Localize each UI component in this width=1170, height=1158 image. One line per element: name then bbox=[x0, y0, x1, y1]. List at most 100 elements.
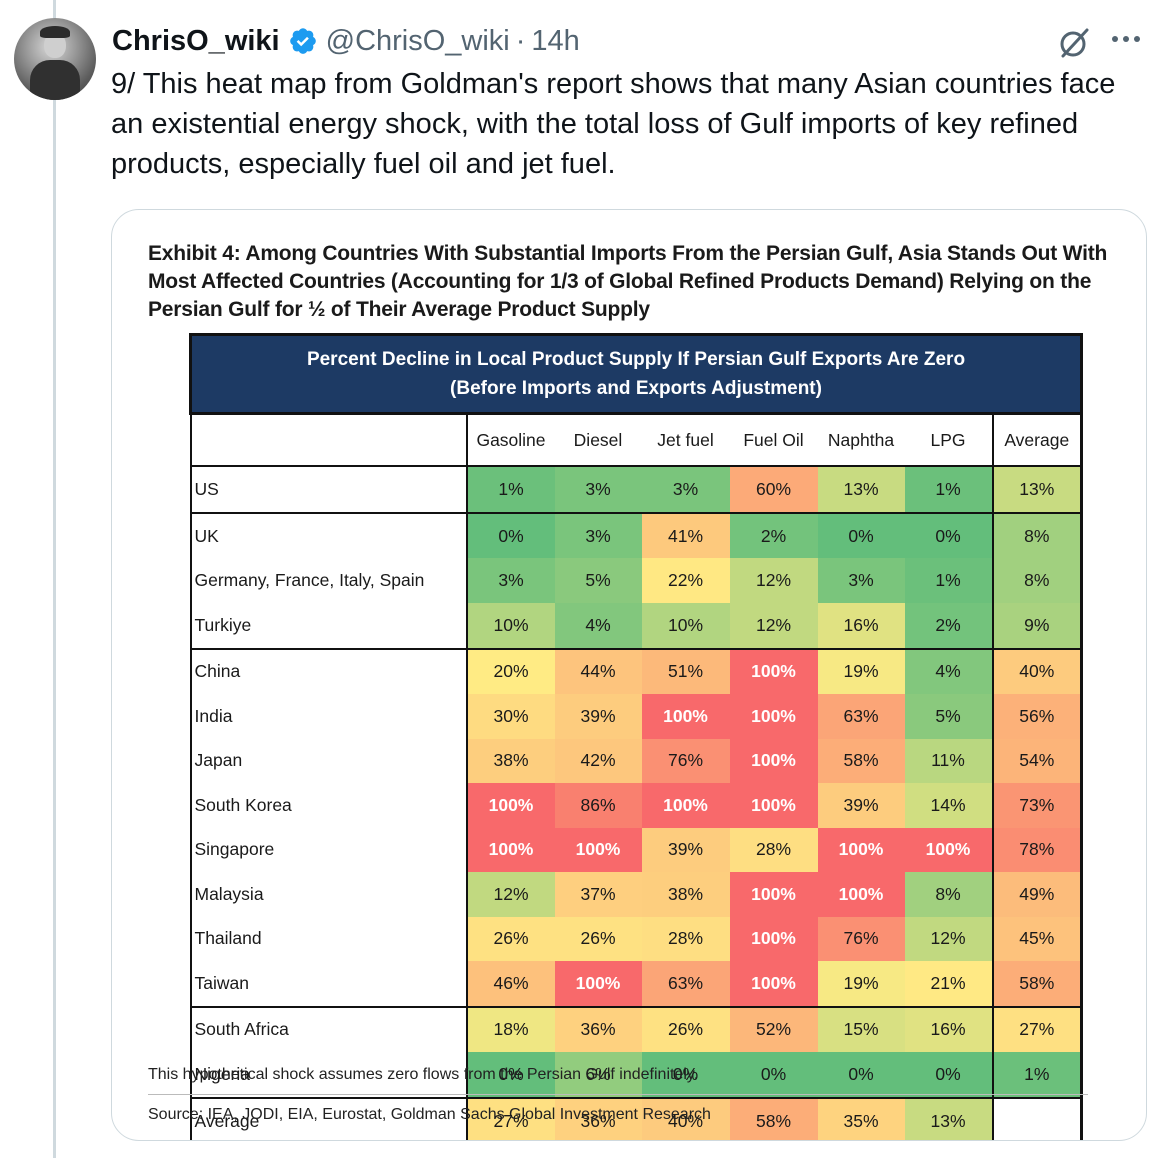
heatmap-cell: 41% bbox=[641, 512, 730, 559]
heatmap-cell: 10% bbox=[466, 602, 555, 650]
heatmap-cell: 4% bbox=[904, 648, 993, 695]
heatmap-cell: 30% bbox=[466, 694, 555, 739]
heatmap-cell: 0% bbox=[466, 512, 555, 559]
row-label: Turkiye bbox=[189, 602, 468, 650]
table-row: South Africa 18% 36% 26% 52% 15% 16% 27% bbox=[189, 1006, 1083, 1053]
heatmap-cell: 1% bbox=[991, 1052, 1083, 1099]
heatmap-cell: 6% bbox=[554, 1052, 642, 1099]
heatmap-cell: 0% bbox=[817, 512, 905, 559]
row-label: UK bbox=[189, 512, 468, 559]
heatmap-cell: 1% bbox=[904, 466, 993, 514]
heatmap-cell: 13% bbox=[904, 1097, 993, 1140]
table-row: South Korea 100% 86% 100% 100% 39% 14% 73% bbox=[189, 783, 1083, 828]
source-note: Source: IEA, JODI, EIA, Eurostat, Goldma… bbox=[148, 1106, 711, 1123]
heatmap-cell: 60% bbox=[729, 466, 818, 514]
heatmap-cell: 28% bbox=[641, 916, 730, 962]
heatmap-cell: 36% bbox=[554, 1006, 642, 1053]
heatmap-cell: 9% bbox=[991, 602, 1083, 650]
divider bbox=[148, 1094, 1088, 1095]
heatmap-cell: 100% bbox=[554, 827, 642, 873]
heatmap-cell: 37% bbox=[554, 872, 642, 917]
heatmap-cell: 16% bbox=[817, 602, 905, 650]
heatmap-cell: 56% bbox=[991, 694, 1083, 739]
timestamp[interactable]: 14h bbox=[531, 24, 580, 57]
heatmap-cell: 100% bbox=[904, 827, 993, 873]
heatmap-cell: 100% bbox=[817, 872, 905, 917]
heatmap-cell: 100% bbox=[729, 648, 818, 695]
heatmap-cell: 100% bbox=[729, 738, 818, 784]
column-header-empty bbox=[189, 412, 468, 467]
avatar[interactable] bbox=[14, 18, 96, 100]
heatmap-cell: 27% bbox=[466, 1097, 555, 1140]
table-row: UK 0% 3% 41% 2% 0% 0% 8% bbox=[189, 512, 1083, 559]
heatmap-cell: 3% bbox=[466, 558, 555, 603]
handle[interactable]: @ChrisO_wiki bbox=[325, 24, 510, 57]
heatmap-cell: 2% bbox=[729, 512, 818, 559]
heatmap-cell: 100% bbox=[466, 827, 555, 873]
heatmap-cell: 40% bbox=[641, 1097, 730, 1140]
heatmap-cell: 11% bbox=[904, 738, 993, 784]
row-label: Thailand bbox=[189, 916, 468, 962]
heatmap-cell: 26% bbox=[554, 916, 642, 962]
tweet-image[interactable]: Exhibit 4: Among Countries With Substant… bbox=[111, 209, 1147, 1141]
heatmap-cell: 26% bbox=[641, 1006, 730, 1053]
column-header-row: Gasoline Diesel Jet fuel Fuel Oil Naphtha LPG… bbox=[189, 412, 1083, 467]
heatmap-cell: 38% bbox=[641, 872, 730, 917]
heatmap-cell: 26% bbox=[466, 916, 555, 962]
heatmap-cell: 63% bbox=[817, 694, 905, 739]
grok-icon[interactable] bbox=[1057, 26, 1091, 60]
heatmap-cell: 78% bbox=[991, 827, 1083, 873]
heatmap-cell: 14% bbox=[904, 783, 993, 828]
heatmap-cell: 19% bbox=[817, 648, 905, 695]
row-label: Japan bbox=[189, 738, 468, 784]
heatmap-cell: 100% bbox=[729, 916, 818, 962]
heatmap-cell: 8% bbox=[991, 512, 1083, 559]
row-label: India bbox=[189, 694, 468, 739]
footnote: This hypothetical shock assumes zero flo… bbox=[148, 1066, 699, 1083]
heatmap-cell: 39% bbox=[817, 783, 905, 828]
table-row: Malaysia 12% 37% 38% 100% 100% 8% 49% bbox=[189, 872, 1083, 917]
heatmap-cell: 100% bbox=[729, 783, 818, 828]
heatmap-cell: 39% bbox=[641, 827, 730, 873]
row-label: China bbox=[189, 648, 468, 695]
heatmap-cell: 8% bbox=[904, 872, 993, 917]
row-label: South Korea bbox=[189, 783, 468, 828]
heatmap-cell: 100% bbox=[729, 872, 818, 917]
more-icon[interactable] bbox=[1112, 36, 1140, 42]
heatmap-cell: 0% bbox=[729, 1052, 818, 1099]
heatmap-cell: 86% bbox=[554, 783, 642, 828]
column-header-diesel: Diesel bbox=[554, 412, 642, 467]
heatmap-cell: 3% bbox=[817, 558, 905, 603]
column-header-gasoline: Gasoline bbox=[465, 412, 555, 467]
heatmap-cell: 3% bbox=[554, 512, 642, 559]
heatmap-cell: 19% bbox=[817, 961, 905, 1008]
heatmap-cell: 58% bbox=[991, 961, 1083, 1008]
heatmap-cell: 76% bbox=[817, 916, 905, 962]
heatmap-cell: 0% bbox=[466, 1052, 555, 1099]
heatmap-cell: 21% bbox=[904, 961, 993, 1008]
display-name[interactable]: ChrisO_wiki bbox=[112, 24, 280, 57]
heatmap-cell: 42% bbox=[554, 738, 642, 784]
heatmap-cell: 51% bbox=[641, 648, 730, 695]
heatmap-cell: 45% bbox=[991, 916, 1083, 962]
heatmap-cell: 0% bbox=[817, 1052, 905, 1099]
verified-badge-icon bbox=[289, 28, 316, 54]
heatmap-cell: 1% bbox=[904, 558, 993, 603]
heatmap-cell: 35% bbox=[817, 1097, 905, 1140]
column-header-fuel-oil: Fuel Oil bbox=[729, 412, 818, 467]
heatmap-cell: 100% bbox=[466, 783, 555, 828]
column-header-average: Average bbox=[991, 412, 1083, 467]
heatmap-cell: 100% bbox=[729, 961, 818, 1008]
heatmap-cell: 3% bbox=[641, 466, 730, 514]
heatmap-cell: 0% bbox=[641, 1052, 730, 1099]
heatmap-cell: 58% bbox=[729, 1097, 818, 1140]
heatmap-body: US 1% 3% 3% 60% 13% 1% 13% UK 0% 3% 41% 2% 0% 0% 8% Germ… bbox=[189, 466, 1083, 1140]
heatmap-cell: 44% bbox=[554, 648, 642, 695]
heatmap-cell: 8% bbox=[991, 558, 1083, 603]
separator-dot: · bbox=[515, 24, 526, 57]
row-label: Taiwan bbox=[189, 961, 468, 1008]
heatmap-cell: 46% bbox=[466, 961, 555, 1008]
heatmap-cell: 52% bbox=[729, 1006, 818, 1053]
heatmap-cell: 39% bbox=[554, 694, 642, 739]
heatmap-cell: 13% bbox=[991, 466, 1083, 514]
